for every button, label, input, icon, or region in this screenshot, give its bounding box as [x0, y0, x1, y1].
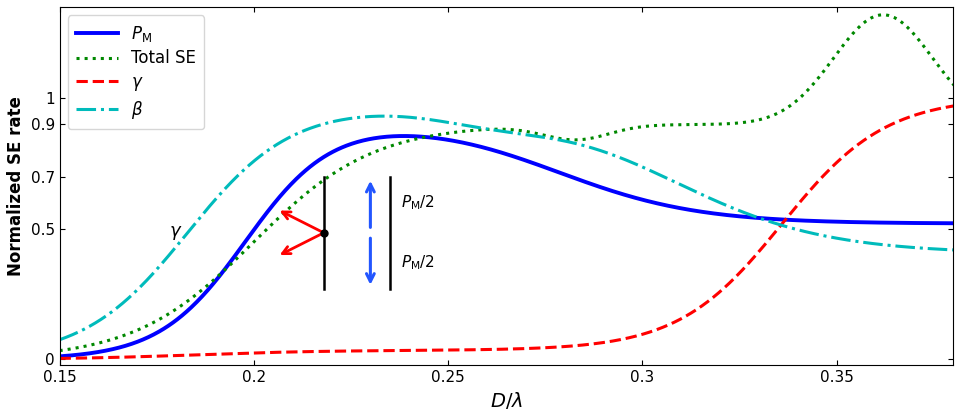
$P_{\mathrm{M}}$ [682, 207, 693, 212]
Text: $P_\mathrm{M}/2$: $P_\mathrm{M}/2$ [401, 194, 435, 212]
$\gamma$ [681, 313, 692, 318]
Legend: $P_{\mathrm{M}}$, Total SE, $\gamma$, $\beta$: $P_{\mathrm{M}}$, Total SE, $\gamma$, $\… [68, 15, 204, 130]
Total SE [782, 105, 794, 110]
Total SE [681, 122, 692, 127]
Text: $P_\mathrm{M}/2$: $P_\mathrm{M}/2$ [401, 253, 435, 272]
$\gamma$ [782, 214, 794, 219]
$\beta$ [682, 185, 693, 190]
$P_{\mathrm{M}}$ [147, 332, 158, 337]
Line: Total SE: Total SE [60, 15, 960, 351]
Line: $\beta$: $\beta$ [60, 116, 960, 340]
$P_{\mathrm{M}}$ [783, 217, 795, 222]
$\beta$ [54, 337, 65, 342]
$\beta$ [424, 117, 436, 122]
Total SE [54, 348, 65, 353]
X-axis label: $D/\lambda$: $D/\lambda$ [490, 390, 523, 411]
$\gamma$ [456, 347, 468, 352]
$\gamma$ [423, 348, 435, 353]
$P_{\mathrm{M}}$ [398, 133, 410, 138]
$\beta$ [783, 225, 795, 230]
$\beta$ [767, 220, 779, 225]
Text: $\gamma$: $\gamma$ [169, 224, 182, 242]
$\beta$ [147, 271, 158, 276]
$\beta$ [378, 114, 390, 119]
$\gamma$ [54, 356, 65, 361]
$P_{\mathrm{M}}$ [54, 354, 65, 359]
$\gamma$ [147, 354, 158, 359]
Total SE [423, 134, 435, 139]
$P_{\mathrm{M}}$ [767, 217, 779, 222]
$P_{\mathrm{M}}$ [457, 140, 468, 145]
$\beta$ [457, 122, 468, 127]
Total SE [456, 129, 468, 134]
Y-axis label: Normalized SE rate: Normalized SE rate [7, 96, 25, 276]
$\gamma$ [766, 234, 778, 239]
Line: $\gamma$: $\gamma$ [60, 103, 960, 358]
Total SE [877, 12, 889, 17]
Total SE [147, 320, 158, 325]
Line: $P_{\mathrm{M}}$: $P_{\mathrm{M}}$ [60, 136, 960, 357]
$P_{\mathrm{M}}$ [424, 135, 436, 140]
Total SE [766, 113, 778, 118]
